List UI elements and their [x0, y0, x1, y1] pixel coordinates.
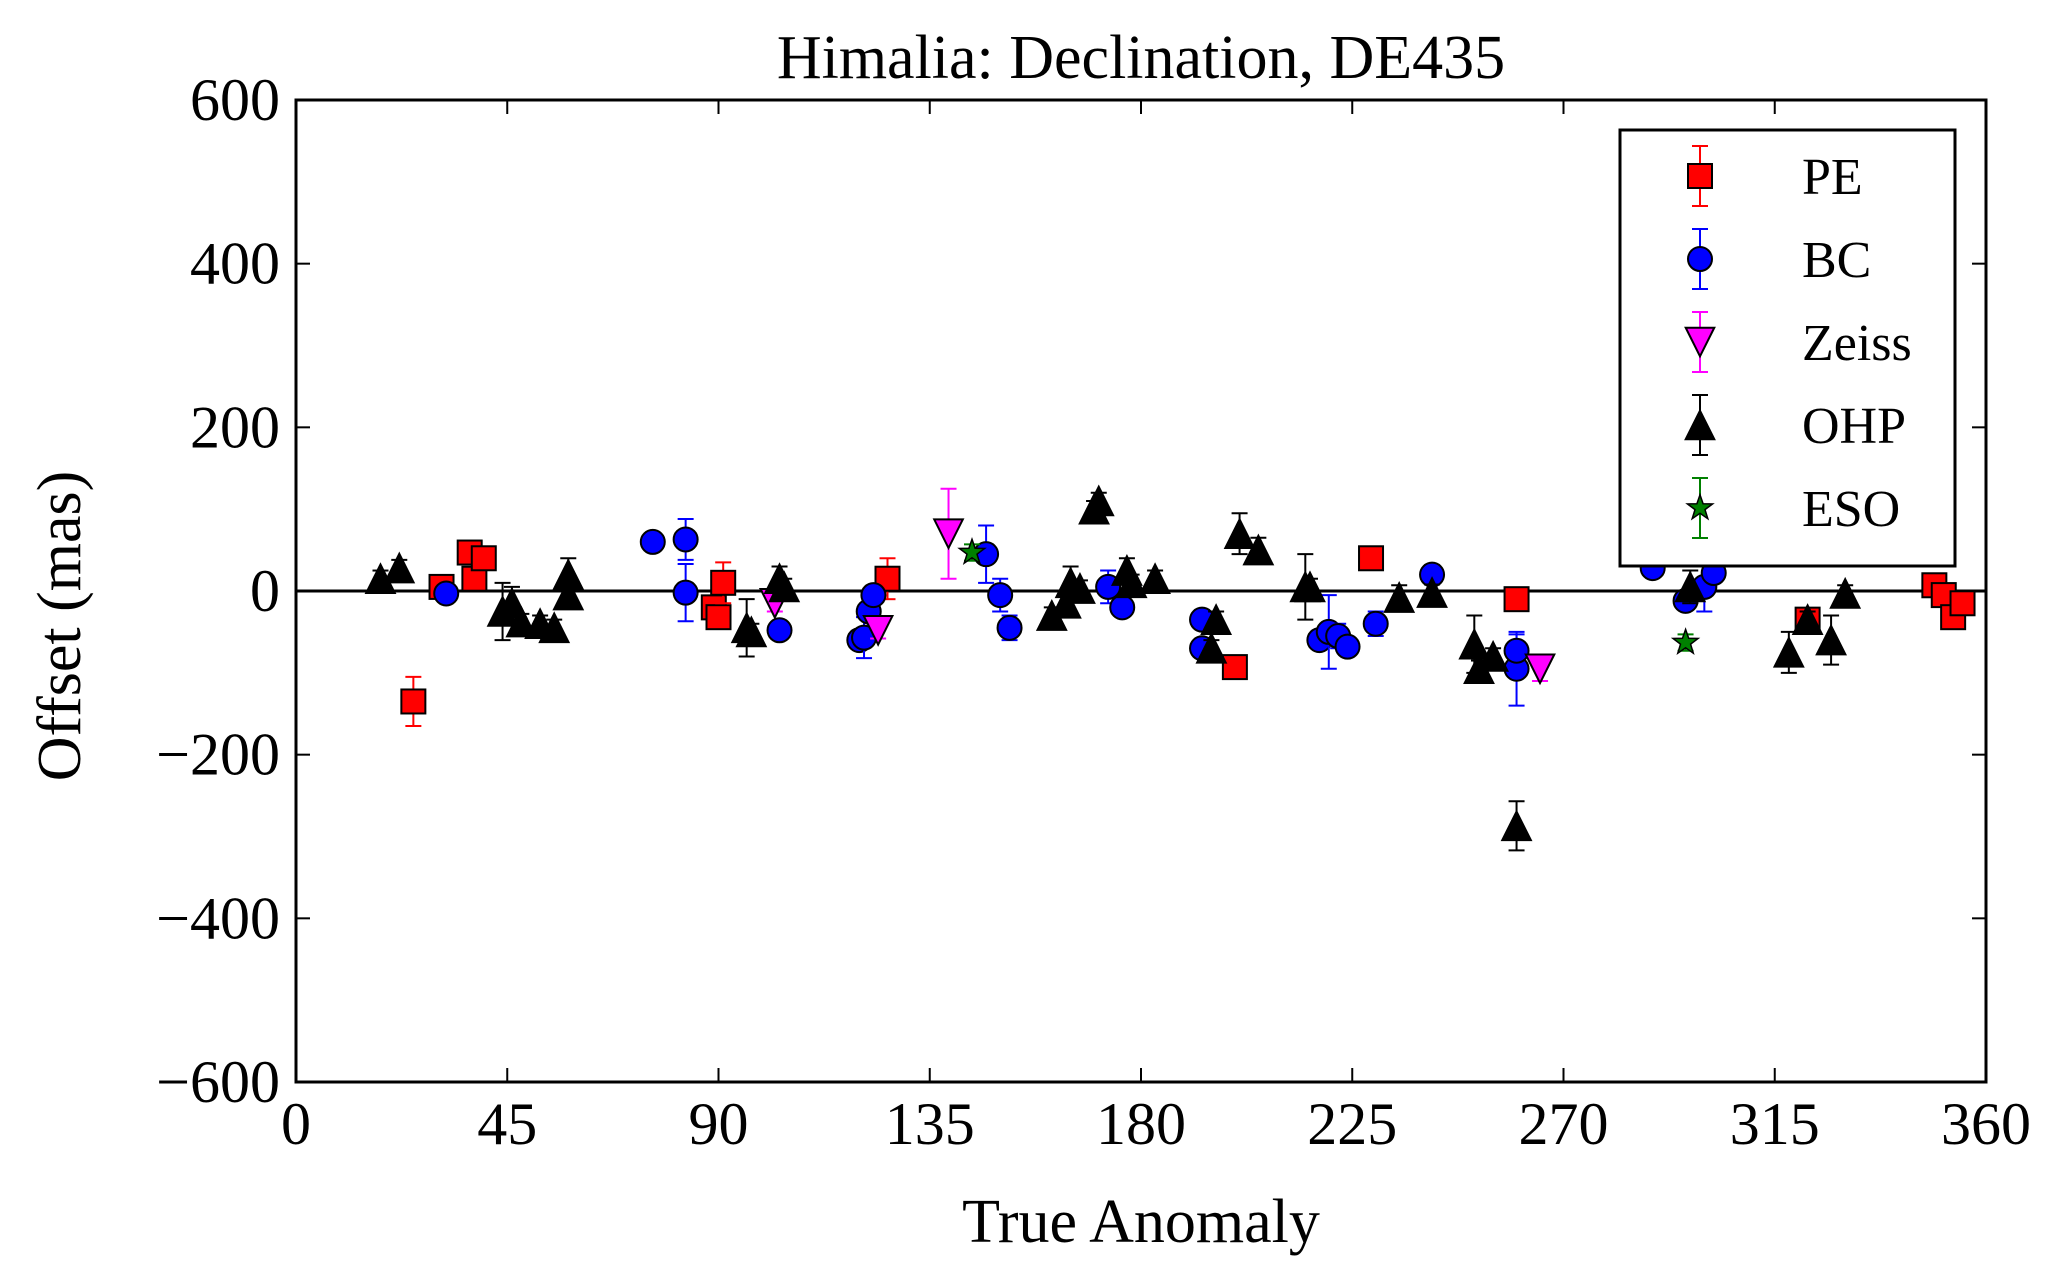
chart-title: Himalia: Declination, DE435	[777, 24, 1505, 92]
data-point	[552, 578, 585, 611]
y-tick-label: −600	[156, 1049, 280, 1115]
data-point	[1221, 654, 1248, 681]
data-point	[1223, 517, 1256, 550]
data-point	[1115, 566, 1148, 599]
legend-box	[1618, 128, 1957, 568]
data-point	[996, 614, 1023, 641]
x-tick-label: 270	[1519, 1091, 1609, 1157]
x-tick-label: 180	[1096, 1091, 1186, 1157]
data-point	[1772, 635, 1805, 668]
data-point	[672, 579, 699, 606]
data-point	[1791, 603, 1824, 635]
data-point	[552, 558, 585, 590]
data-point	[672, 526, 699, 553]
data-point	[1383, 581, 1416, 613]
legend-entry-zeiss: Zeiss	[1684, 311, 1912, 373]
data-point	[1670, 627, 1701, 656]
data-point	[505, 605, 538, 638]
data-point	[1829, 576, 1862, 609]
series-bc	[433, 517, 1727, 707]
data-point	[433, 580, 460, 607]
data-point	[1477, 639, 1510, 672]
x-tick-label: 225	[1307, 1091, 1397, 1157]
legend-label: ESO	[1802, 481, 1900, 538]
data-point	[400, 688, 427, 715]
legend-marker	[1687, 246, 1713, 272]
data-point	[639, 528, 666, 555]
legend-label: BC	[1802, 232, 1871, 289]
data-point	[860, 582, 887, 609]
data-point	[1362, 610, 1389, 637]
x-tick-label: 45	[477, 1091, 537, 1157]
legend-entry-pe: PE	[1687, 145, 1863, 207]
series-eso	[957, 536, 1701, 656]
data-point	[766, 617, 793, 644]
data-point	[1815, 623, 1848, 656]
data-point	[383, 551, 416, 584]
data-point	[1109, 594, 1136, 621]
series-pe	[400, 539, 1976, 728]
data-point	[1082, 484, 1115, 517]
data-point	[1500, 809, 1533, 842]
data-point	[768, 570, 801, 603]
legend-label: PE	[1802, 149, 1863, 206]
data-point	[1358, 545, 1385, 572]
y-tick-label: 600	[190, 67, 280, 133]
data-point	[1294, 570, 1326, 603]
legend-marker	[1684, 408, 1716, 441]
legend-entry-ohp: OHP	[1684, 394, 1906, 456]
data-point	[538, 611, 571, 644]
data-point	[1674, 570, 1707, 603]
data-point	[1416, 576, 1448, 608]
data-point	[987, 582, 1014, 609]
legend-label: Zeiss	[1802, 315, 1912, 372]
data-point	[932, 518, 965, 551]
data-point	[1503, 586, 1530, 613]
data-point	[1242, 533, 1275, 566]
data-point	[470, 545, 497, 572]
x-axis-label: True Anomaly	[962, 1188, 1320, 1256]
data-layer	[296, 484, 1986, 852]
x-tick-label: 0	[281, 1091, 311, 1157]
legend-marker	[1685, 492, 1715, 521]
data-point	[705, 604, 732, 631]
x-tick-label: 315	[1730, 1091, 1820, 1157]
data-point	[1139, 562, 1172, 595]
data-point	[862, 614, 895, 647]
y-tick-label: −400	[156, 885, 280, 951]
x-tick-label: 360	[1941, 1091, 2031, 1157]
data-point	[710, 569, 737, 596]
x-tick-label: 90	[689, 1091, 749, 1157]
data-point	[1195, 631, 1228, 664]
y-tick-label: −200	[156, 722, 280, 788]
y-axis-label: Offset (mas)	[26, 471, 94, 781]
legend-marker	[1684, 326, 1716, 359]
data-point	[1458, 627, 1491, 660]
data-point	[1949, 590, 1976, 617]
legend-entry-eso: ESO	[1685, 477, 1900, 539]
y-tick-label: 0	[250, 558, 280, 624]
data-point	[1334, 633, 1361, 660]
data-point	[735, 615, 768, 648]
data-point	[1524, 653, 1556, 686]
axes-layer: 0 45 90 135 180 225 270 315 360 −600 −400 −200 0 200 4…	[156, 67, 2031, 1157]
data-point	[1200, 603, 1233, 635]
legend-label: OHP	[1802, 398, 1906, 455]
legend-marker	[1687, 163, 1713, 189]
legend-entry-bc: BC	[1687, 228, 1871, 290]
data-point	[1064, 572, 1096, 604]
x-tick-label: 135	[885, 1091, 975, 1157]
data-point	[1503, 637, 1530, 664]
y-tick-label: 200	[190, 394, 280, 460]
series-ohp	[364, 484, 1862, 852]
data-point	[957, 536, 987, 566]
legend: PE BC Zeiss OHP ESO	[1618, 128, 1957, 568]
y-tick-label: 400	[190, 231, 280, 297]
